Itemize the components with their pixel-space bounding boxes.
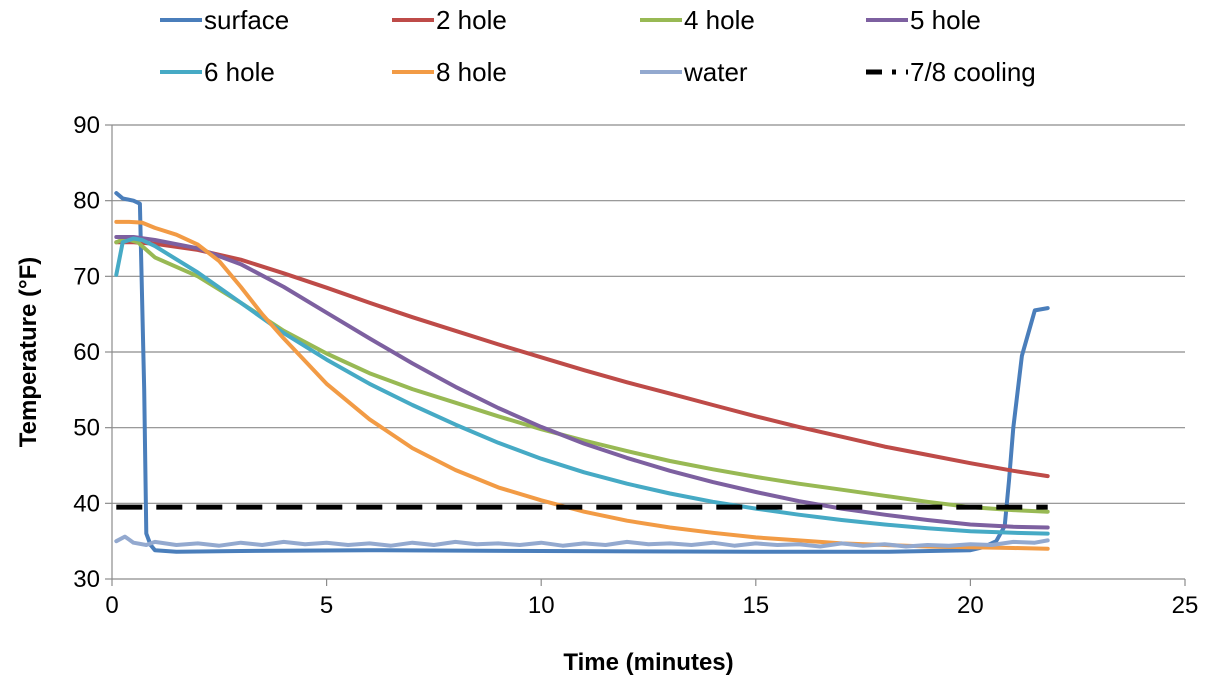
legend-label: 6 hole	[204, 57, 275, 87]
legend-label: surface	[204, 5, 289, 35]
series-line-water	[114, 534, 1050, 549]
x-tick-label: 20	[957, 592, 984, 619]
y-tick-label: 50	[73, 415, 100, 442]
legend-item: 8 hole	[392, 57, 507, 87]
legend-item: 7/8 cooling	[866, 57, 1036, 87]
tick-labels: 30 40 50 60 70 80 90 0 5 10 15 20 25	[73, 112, 1198, 619]
x-tick-label: 0	[105, 592, 118, 619]
legend-label: 5 hole	[910, 5, 981, 35]
legend-label: 8 hole	[436, 57, 507, 87]
legend-label: 2 hole	[436, 5, 507, 35]
y-tick-label: 80	[73, 188, 100, 215]
series-line-surface	[114, 191, 1050, 554]
x-axis-title: Time (minutes)	[563, 649, 733, 676]
y-tick-label: 60	[73, 339, 100, 366]
legend-item: 6 hole	[160, 57, 275, 87]
series-line-5-hole	[114, 235, 1050, 530]
legend-item: 5 hole	[866, 5, 981, 35]
x-tick-label: 10	[528, 592, 555, 619]
legend-item: 4 hole	[640, 5, 755, 35]
legend: surface 2 hole 4 hole 5 hole 6 hole 8 hole wat…	[160, 5, 1036, 87]
legend-item: 2 hole	[392, 5, 507, 35]
series-group	[114, 191, 1050, 554]
x-tick-label: 15	[742, 592, 769, 619]
y-tick-label: 30	[73, 566, 100, 593]
x-tick-label: 5	[320, 592, 333, 619]
legend-label: 4 hole	[684, 5, 755, 35]
series-line-4-hole	[114, 236, 1050, 514]
y-tick-label: 90	[73, 112, 100, 139]
legend-item: surface	[160, 5, 289, 35]
y-tick-label: 40	[73, 490, 100, 517]
x-tick-label: 25	[1172, 592, 1199, 619]
series-line-6-hole	[114, 236, 1050, 536]
legend-label: water	[683, 57, 748, 87]
gridlines	[112, 124, 1185, 504]
y-tick-label: 70	[73, 263, 100, 290]
legend-item: water	[640, 57, 748, 87]
legend-label: 7/8 cooling	[910, 57, 1036, 87]
y-axis-title: Temperature (°F)	[15, 257, 42, 448]
axes	[105, 124, 1186, 586]
series-line-2-hole	[114, 240, 1050, 479]
